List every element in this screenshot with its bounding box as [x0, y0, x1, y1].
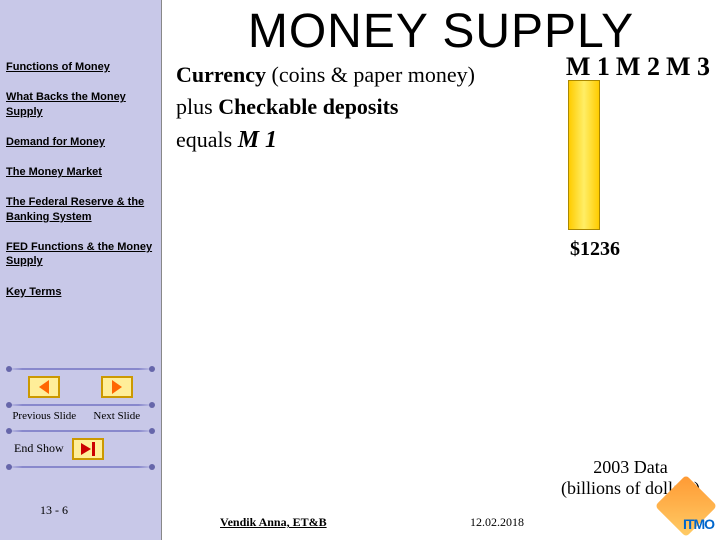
previous-slide-label: Previous Slide [8, 410, 81, 422]
arrow-left-icon [39, 380, 49, 394]
text-currency: Currency [176, 62, 266, 87]
next-slide-label: Next Slide [81, 410, 154, 422]
footer-date: 12.02.2018 [470, 515, 524, 530]
stop-bar-icon [92, 442, 95, 456]
sidebar-link-demand[interactable]: Demand for Money [6, 135, 155, 149]
text-equals: equals [176, 127, 238, 152]
sidebar-link-federal[interactable]: The Federal Reserve & the Banking System [6, 195, 155, 224]
next-slide-button[interactable] [101, 376, 133, 398]
sidebar-link-market[interactable]: The Money Market [6, 165, 155, 179]
arrow-right-icon [112, 380, 122, 394]
chart-bar-container [568, 80, 600, 230]
nav-divider-icon [8, 430, 153, 432]
nav-divider-icon [8, 404, 153, 406]
text-m1: M 1 [238, 127, 277, 153]
text-plus: plus [176, 94, 218, 119]
chart-value-m1: $1236 [570, 238, 620, 261]
logo: ITMO [624, 484, 714, 534]
end-show-label: End Show [14, 442, 64, 455]
sidebar-link-fed-functions[interactable]: FED Functions & the Money Supply [6, 240, 155, 269]
content-line-3: equals M 1 [162, 123, 720, 158]
sidebar-links: Functions of Money What Backs the Money … [0, 0, 161, 299]
main-content: MONEY SUPPLY Currency (coins & paper mon… [162, 0, 720, 540]
previous-slide-button[interactable] [28, 376, 60, 398]
sidebar: Functions of Money What Backs the Money … [0, 0, 162, 540]
sidebar-link-key-terms[interactable]: Key Terms [6, 285, 155, 299]
sidebar-link-backs[interactable]: What Backs the Money Supply [6, 90, 155, 119]
slide-number: 13 - 6 [40, 503, 68, 518]
label-m3: M 3 [666, 52, 710, 82]
nav-divider-icon [8, 466, 153, 468]
nav-divider-icon [8, 368, 153, 370]
end-show-button[interactable] [72, 438, 104, 460]
text-currency-desc: (coins & paper money) [266, 62, 475, 87]
chart-column-labels: M 1 M 2 M 3 [566, 52, 710, 82]
logo-text: ITMO [683, 516, 714, 532]
slide-title: MONEY SUPPLY [162, 0, 720, 59]
caption-line1: 2003 Data [561, 457, 700, 479]
text-checkable: Checkable deposits [218, 94, 398, 119]
nav-section: Previous Slide Next Slide End Show [8, 366, 153, 470]
footer-author: Vendik Anna, ET&B [220, 515, 327, 530]
sidebar-link-functions[interactable]: Functions of Money [6, 60, 155, 74]
label-m1: M 1 [566, 52, 610, 82]
content-line-2: plus Checkable deposits [162, 91, 720, 123]
label-m2: M 2 [616, 52, 660, 82]
chart-bar-m1 [568, 80, 600, 230]
stop-icon [81, 443, 91, 455]
